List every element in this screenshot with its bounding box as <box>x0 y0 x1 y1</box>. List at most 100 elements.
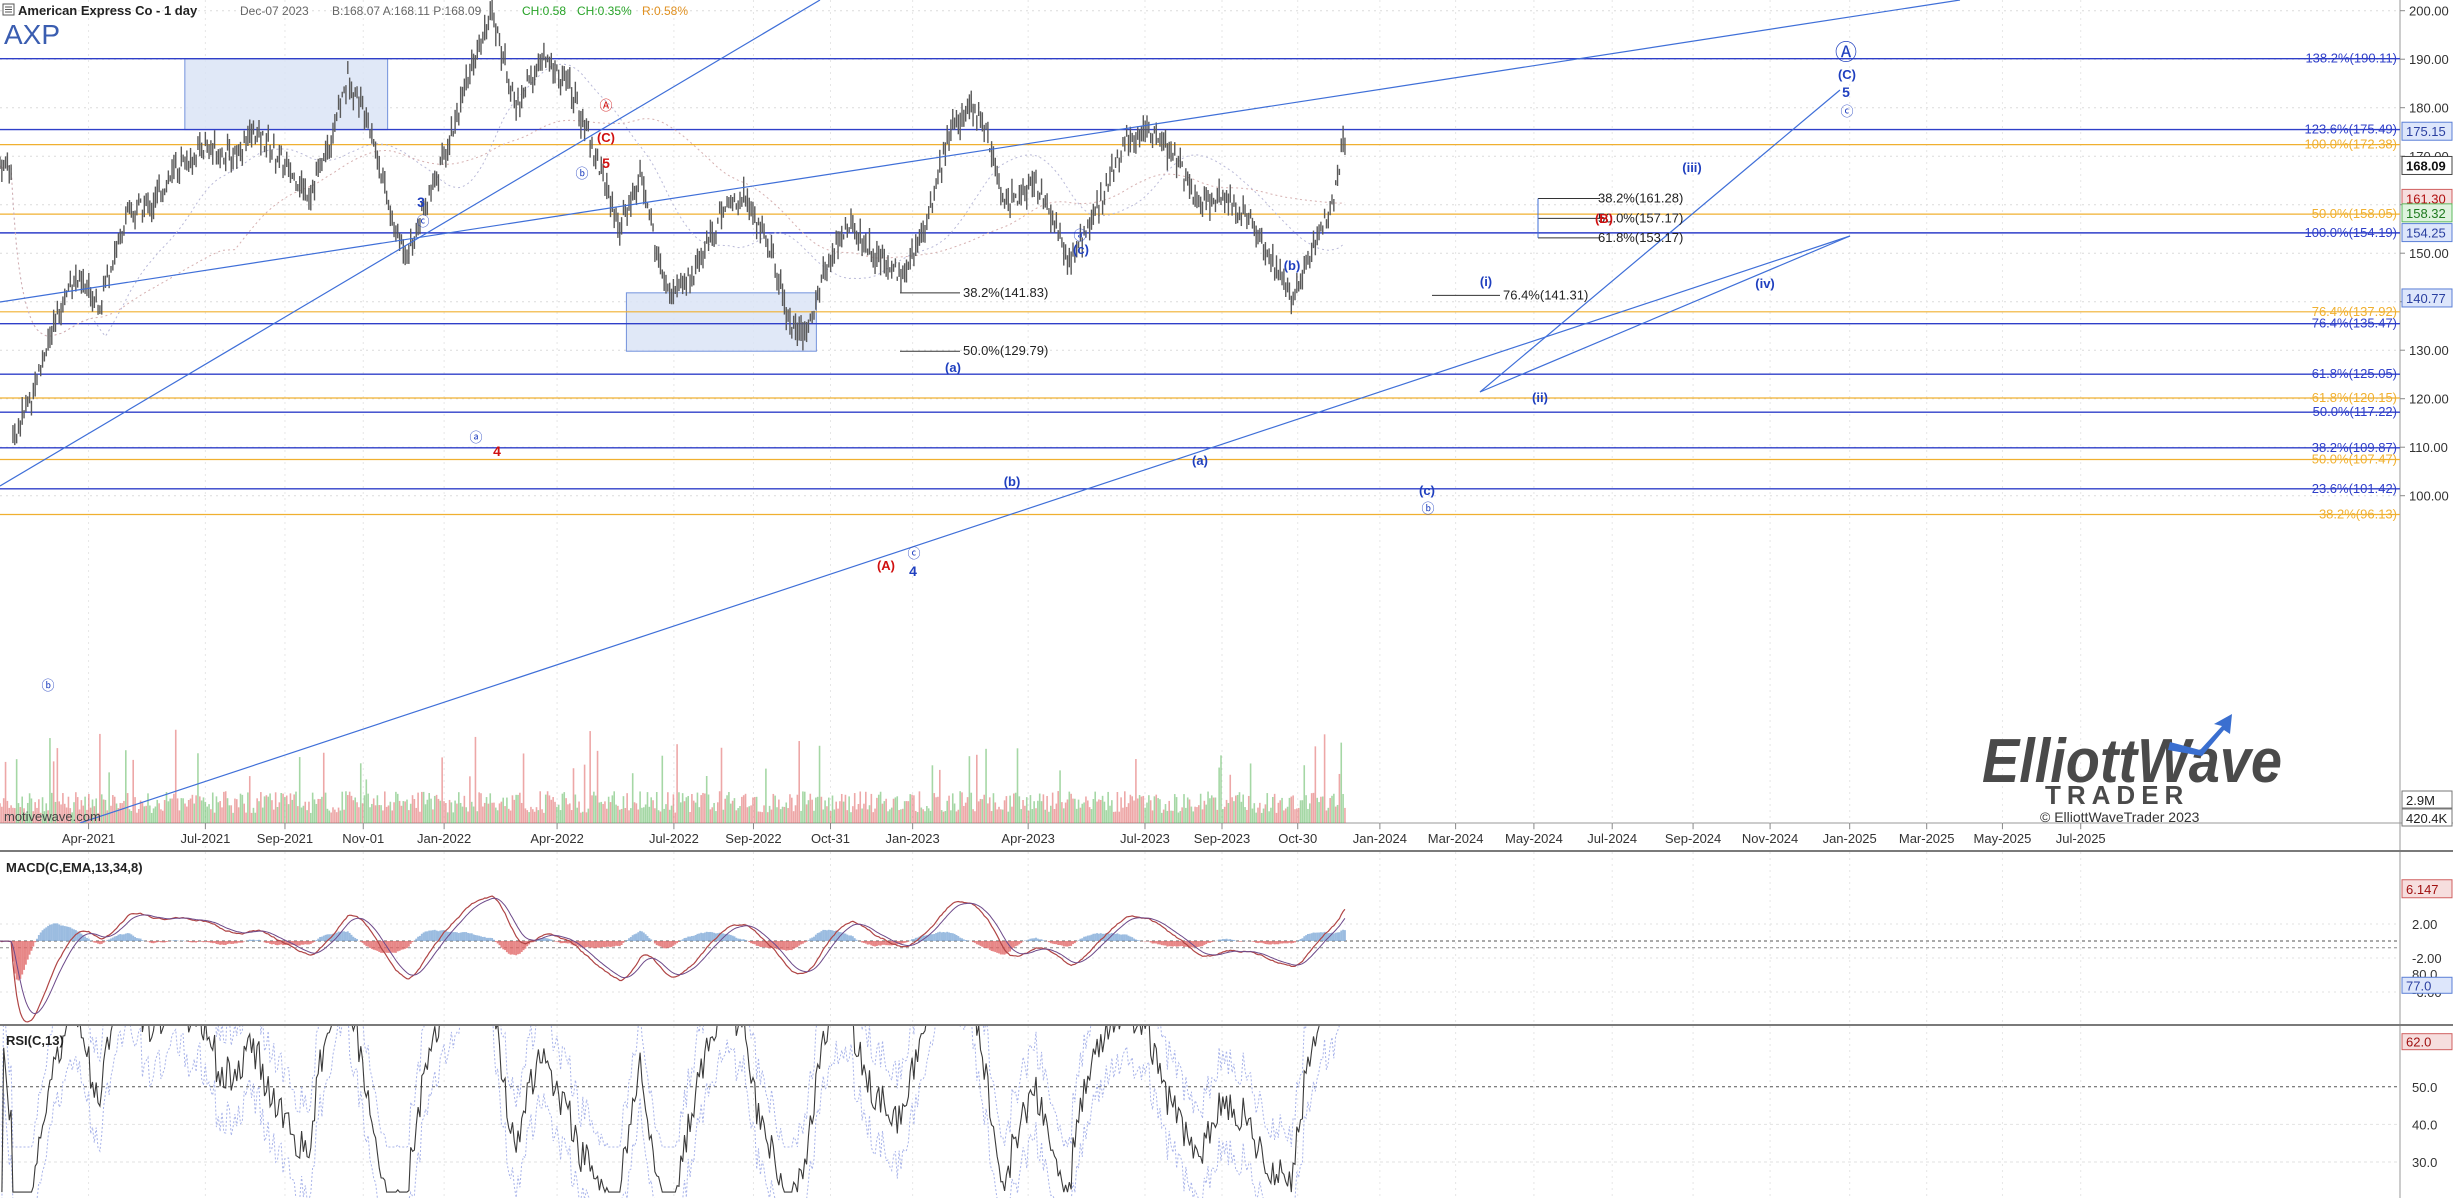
price-tag[interactable] <box>2401 223 2453 243</box>
wave-label: (B) <box>1595 211 1613 226</box>
retracement-label: 76.4%(141.31) <box>1503 287 1588 302</box>
fib-level-label: 50.0%(117.22) <box>2313 404 2397 419</box>
wave-label: ⓒ <box>907 546 920 561</box>
time-tick-label: Oct-31 <box>811 831 850 846</box>
wave-label: ⓒ <box>1840 104 1853 119</box>
fib-level-label: 23.6%(101.42) <box>2312 481 2397 496</box>
macd-tick-label: -2.00 <box>2412 951 2442 966</box>
rsi-value-label: 77.0 <box>2406 978 2431 993</box>
rsi-indicator <box>0 1026 2400 1198</box>
volume-tag <box>2401 790 2453 809</box>
logo-wordmark: ElliottWave <box>1982 727 2282 796</box>
time-tick-label: Jul-2022 <box>649 831 699 846</box>
channel-upper-trendline[interactable] <box>0 0 821 487</box>
wave-label: ⓑ <box>1421 501 1434 516</box>
retracement-label: 61.8%(153.17) <box>1598 230 1683 245</box>
wave-label: ⓐ <box>469 430 482 445</box>
time-tick-label: Sep-2023 <box>1194 831 1250 846</box>
price-tag[interactable] <box>2401 203 2453 223</box>
logo-subtitle: TRADER <box>2045 780 2189 810</box>
fib-level-label: 50.0%(158.05) <box>2312 206 2397 221</box>
wave-label: ⓑ <box>41 678 54 693</box>
volume-tag-label: 420.4K <box>2406 811 2448 826</box>
fib-level-label: 61.8%(125.05) <box>2312 366 2397 381</box>
price-tag-label: 161.30 <box>2406 191 2446 206</box>
macd-value-tag <box>2401 879 2453 899</box>
time-tick-label: Sep-2021 <box>257 831 313 846</box>
watermark: motivewave.com <box>4 809 101 824</box>
rsi-value-tag <box>2401 1033 2453 1051</box>
rsi-axis: 80.050.040.030.077.062.0 <box>2401 967 2453 1170</box>
volume-tag <box>2401 808 2453 827</box>
time-tick-label: May-2025 <box>1974 831 2032 846</box>
wave-label: (A) <box>877 558 895 573</box>
wave-label: (a) <box>945 360 961 375</box>
price-tick-label: 180.00 <box>2409 101 2449 116</box>
wave-label: (b) <box>1004 474 1021 489</box>
price-tick-label: 130.00 <box>2409 343 2449 358</box>
rsi-tick-label: 30.0 <box>2412 1155 2437 1170</box>
macd-indicator <box>0 895 2400 1023</box>
long-lower-trendline[interactable] <box>79 235 1851 823</box>
time-tick-label: Jul-2023 <box>1120 831 1170 846</box>
macd-signal-curve <box>0 897 1346 1015</box>
retracement-tool[interactable]: 38.2%(161.28) 50.0%(157.17) 61.8%(153.17) 7… <box>900 190 1683 358</box>
rsi-lower-band <box>1 1026 1340 1198</box>
logo-copyright: © ElliottWaveTrader 2023 <box>2040 809 2200 825</box>
price-tick-label: 200.00 <box>2409 4 2449 19</box>
time-axis[interactable]: Apr-2021 Jul-2021 Sep-2021 Nov-01 Jan-2022 Ap… <box>62 823 2106 846</box>
volume-bars <box>0 729 1346 823</box>
fib-level-label: 76.4%(135.47) <box>2312 316 2397 331</box>
wave-label: (ii) <box>1532 390 1548 405</box>
wave-label: 4 <box>909 563 917 579</box>
wave-label: 5 <box>1842 84 1850 100</box>
macd-tick-label: 2.00 <box>2412 917 2437 932</box>
rsi-line <box>1 1026 1320 1194</box>
wave-label: (i) <box>1480 274 1492 289</box>
elliottwave-trader-logo: ElliottWave TRADER © ElliottWaveTrader 2… <box>1982 714 2282 825</box>
macd-line <box>0 895 1346 1023</box>
price-tag-label: 175.15 <box>2406 124 2446 139</box>
price-tag[interactable] <box>2401 288 2453 308</box>
wave-label: 3 <box>417 194 425 210</box>
macd-title: MACD(C,EMA,13,34,8) <box>6 860 143 875</box>
fib-level-label: 123.6%(175.49) <box>2304 122 2397 137</box>
time-tick-label: Jul-2021 <box>180 831 230 846</box>
time-tick-label: Jan-2025 <box>1823 831 1877 846</box>
wave-label: (a) <box>1192 453 1208 468</box>
time-tick-label: Nov-01 <box>342 831 384 846</box>
price-tick-label: 150.00 <box>2409 246 2449 261</box>
wave-label: (c) <box>1419 483 1435 498</box>
fib-level-label: 38.2%(96.13) <box>2319 506 2397 521</box>
long-upper-trendline[interactable] <box>0 0 1961 303</box>
ticker-symbol: AXP <box>4 19 60 50</box>
rsi-value-tag <box>2401 976 2453 994</box>
wave-label: (C) <box>1838 67 1856 82</box>
range-percent: R:0.58% <box>642 4 688 18</box>
time-tick-label: Jan-2023 <box>886 831 940 846</box>
wave-projection-lower[interactable] <box>1479 235 1851 393</box>
price-bars <box>0 0 1346 446</box>
time-tick-label: Apr-2023 <box>1001 831 1054 846</box>
price-tag-label: 158.32 <box>2406 206 2446 221</box>
fib-level-label: 50.0%(107.47) <box>2312 451 2397 466</box>
time-tick-label: Jan-2024 <box>1353 831 1407 846</box>
moving-average-50 <box>0 63 1346 338</box>
fib-level-label: 100.0%(154.19) <box>2304 225 2397 240</box>
fib-level-label: 100.0%(172.38) <box>2304 137 2397 152</box>
trendlines[interactable] <box>0 0 1961 823</box>
price-tag[interactable] <box>2401 155 2453 175</box>
time-tick-label: Nov-2024 <box>1742 831 1798 846</box>
price-axis[interactable]: 100.00110.00120.00130.00140.00150.00160.… <box>2400 0 2453 827</box>
retracement-label: 38.2%(161.28) <box>1598 190 1683 205</box>
wave-projection-upper[interactable] <box>1479 89 1841 393</box>
fib-level-label: 138.2%(190.11) <box>2305 51 2397 66</box>
change-percent: CH:0.35% <box>577 4 632 18</box>
price-tag[interactable] <box>2401 121 2453 141</box>
change-absolute: CH:0.58 <box>522 4 566 18</box>
menu-lines-icon <box>5 6 12 13</box>
instrument-title: American Express Co - 1 day <box>18 3 198 18</box>
wave-label: (b) <box>1284 258 1301 273</box>
